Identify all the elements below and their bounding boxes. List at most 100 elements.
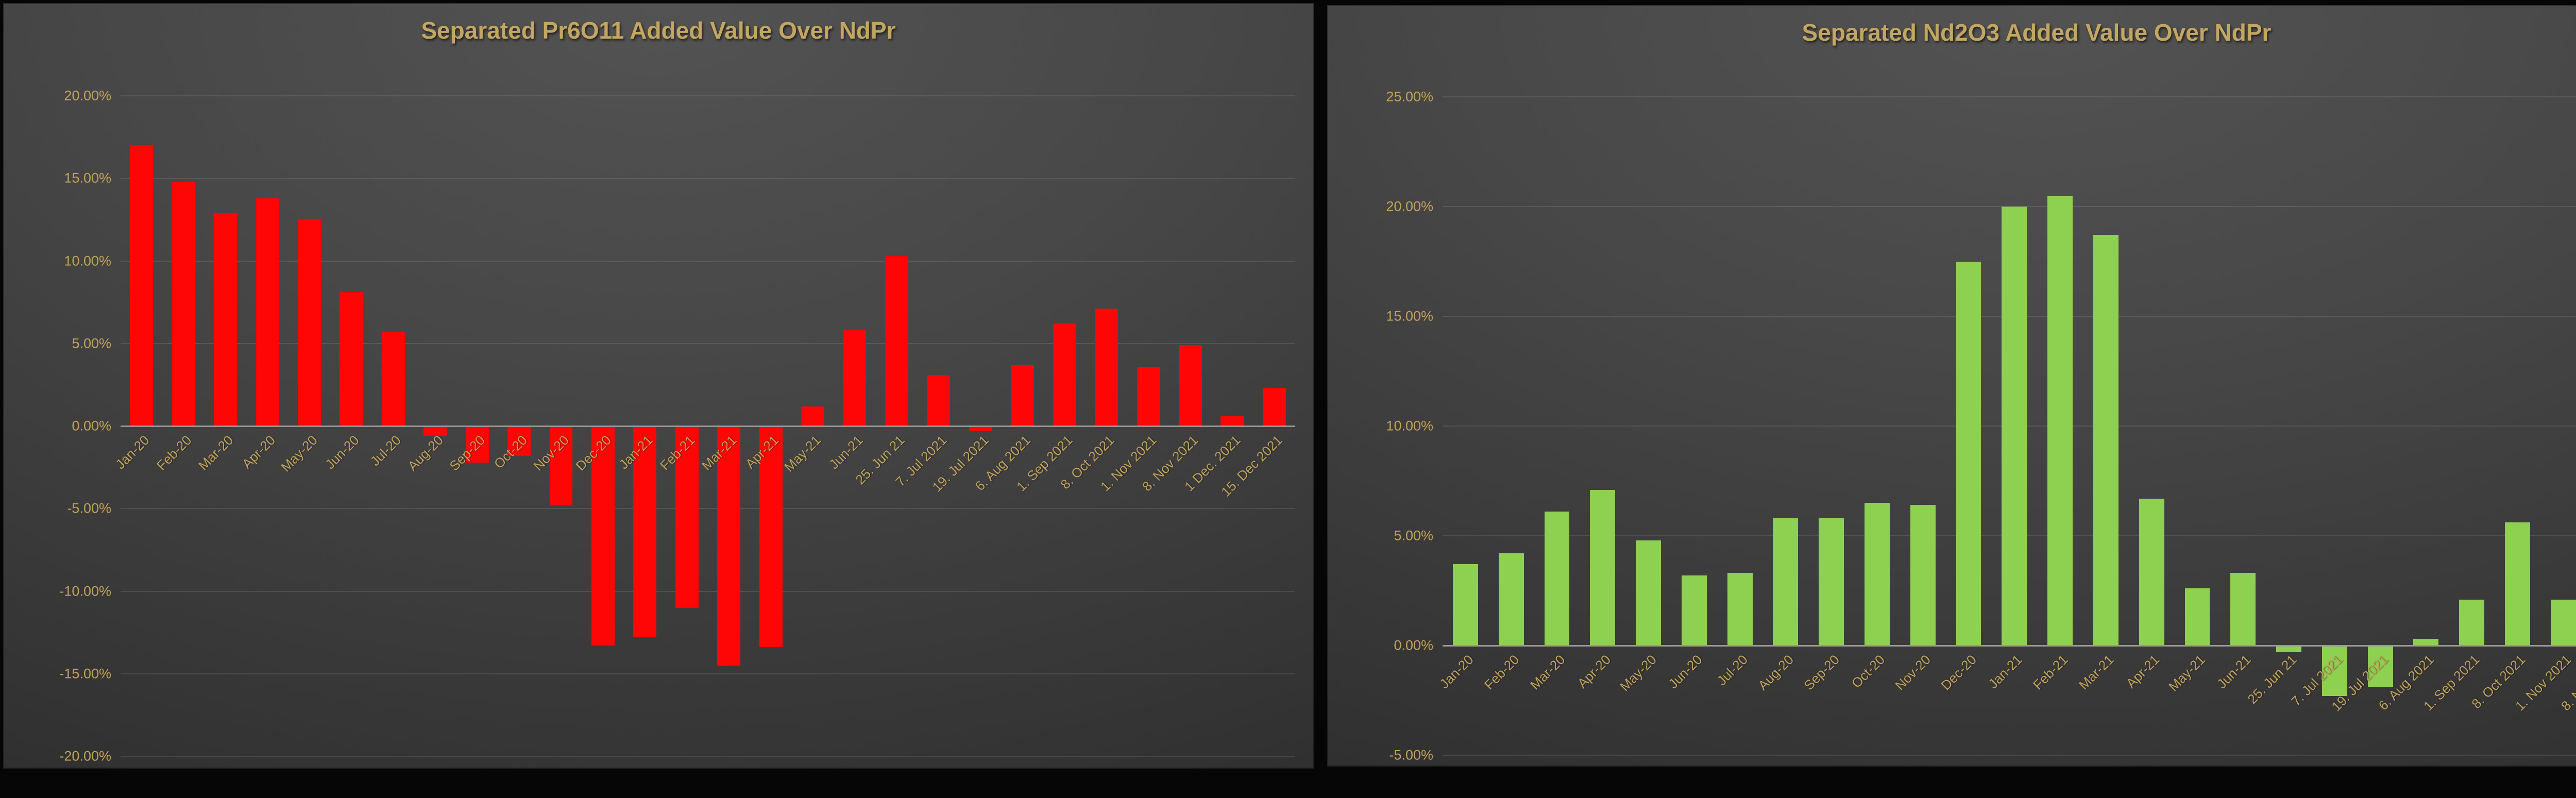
bar (759, 426, 783, 648)
bar (1137, 366, 1160, 426)
y-axis-label: -20.00% (59, 748, 111, 764)
bar (1590, 489, 1616, 646)
gridline (121, 260, 1295, 262)
x-axis-label: Mar-20 (1527, 652, 1568, 693)
bar (2139, 498, 2164, 646)
bar (381, 332, 405, 426)
bar (1095, 309, 1118, 426)
bar (1819, 518, 1844, 646)
bar (130, 145, 154, 426)
x-axis-label: Apr-20 (1574, 652, 1614, 691)
y-axis-label: 5.00% (1394, 528, 1433, 544)
bar (1452, 564, 1478, 646)
bar (2321, 646, 2347, 696)
bar (2550, 599, 2576, 646)
chart-panel-pr6o11: Separated Pr6O11 Added Value Over NdPr 2… (3, 3, 1314, 769)
bar (423, 426, 447, 436)
bar (214, 213, 237, 426)
bar (2002, 207, 2027, 646)
x-axis-label: Mar-21 (2076, 652, 2117, 693)
bar (801, 406, 824, 426)
y-axis-label: 0.00% (72, 418, 111, 434)
y-axis-label: 15.00% (64, 170, 111, 186)
bar (1636, 540, 1661, 646)
plot-area: 25.00% 20.00% 15.00% 10.00% 5.00% 0.00% -5.00%… (1386, 89, 2576, 763)
x-axis-label: Jul-20 (367, 432, 404, 469)
bar (1956, 261, 1981, 646)
x-axis-label: Feb-21 (2030, 652, 2071, 693)
x-axis-label: Aug-20 (404, 432, 446, 474)
x-axis-label: Feb-20 (1481, 652, 1522, 693)
x-axis-label: Aug-20 (1755, 652, 1797, 693)
x-axis-label: Apr-21 (2123, 652, 2163, 691)
x-axis-label: Jun-20 (1665, 652, 1705, 692)
x-axis-label: May-21 (2165, 652, 2209, 694)
bar (1727, 573, 1753, 646)
y-axis-label: 0.00% (1394, 637, 1433, 653)
y-axis-label: 20.00% (1386, 198, 1433, 214)
bar (675, 426, 699, 608)
y-axis-label: -5.00% (1389, 747, 1433, 763)
bar (549, 426, 573, 505)
bar (172, 181, 195, 426)
gridline (121, 756, 1295, 757)
chart-title: Separated Nd2O3 Added Value Over NdPr (1802, 19, 2272, 46)
gridline (121, 508, 1295, 510)
x-axis-label: Feb-20 (153, 432, 195, 473)
bar (1011, 365, 1035, 426)
gridline (121, 590, 1295, 592)
gridline (121, 178, 1295, 179)
gridline (121, 343, 1295, 344)
x-axis-label: Apr-20 (239, 432, 279, 472)
bar (2505, 522, 2530, 646)
x-axis-label: Mar-20 (195, 432, 236, 473)
x-axis-label: Jun-20 (322, 432, 363, 472)
x-axis-label: May-20 (1617, 652, 1659, 694)
bar (1773, 518, 1799, 646)
bar (507, 426, 531, 456)
bar (2093, 235, 2119, 646)
chart-panel-nd2o3: Separated Nd2O3 Added Value Over NdPr 25… (1327, 5, 2576, 767)
x-axis-label: Jan-20 (1436, 652, 1477, 692)
bar (885, 256, 908, 426)
bar (1221, 416, 1244, 426)
bar (633, 426, 657, 638)
x-axis-label: Jan-21 (1985, 652, 2026, 692)
bar (1681, 575, 1707, 646)
y-axis-label: 15.00% (1386, 308, 1433, 324)
x-axis-label: Jul-20 (1714, 652, 1751, 689)
bar (717, 426, 741, 666)
x-axis-label: Oct-20 (1849, 652, 1888, 691)
y-axis-label: -10.00% (59, 583, 111, 599)
bar (927, 375, 951, 426)
zero-axis-line (121, 426, 1295, 427)
bar (2367, 646, 2393, 687)
bar (1498, 553, 1524, 646)
bar (1179, 345, 1202, 426)
bar (2459, 599, 2485, 646)
bar (1544, 512, 1570, 646)
bar (843, 330, 867, 426)
x-axis-label: Jun-21 (825, 432, 866, 472)
x-axis-label: Jun-21 (2214, 652, 2254, 692)
x-axis-label: Sep-20 (1801, 652, 1842, 693)
zero-axis-line (1443, 645, 2576, 647)
bar (1910, 505, 1936, 646)
x-axis-label: Nov-20 (1892, 652, 1934, 693)
x-axis-label: May-21 (781, 432, 824, 475)
x-axis-label: May-20 (278, 432, 320, 475)
bar (2047, 195, 2073, 646)
bar (1053, 324, 1076, 426)
x-axis-label: Jan-20 (112, 432, 152, 472)
bar (298, 219, 321, 426)
bar (591, 426, 615, 646)
y-axis-label: -5.00% (67, 500, 111, 516)
bar (340, 292, 363, 426)
gridline (121, 673, 1295, 674)
bar (1865, 503, 1890, 646)
bar (1262, 388, 1286, 426)
y-axis-label: 25.00% (1386, 89, 1433, 105)
y-axis-label: 5.00% (72, 335, 111, 351)
gridline (121, 95, 1295, 96)
